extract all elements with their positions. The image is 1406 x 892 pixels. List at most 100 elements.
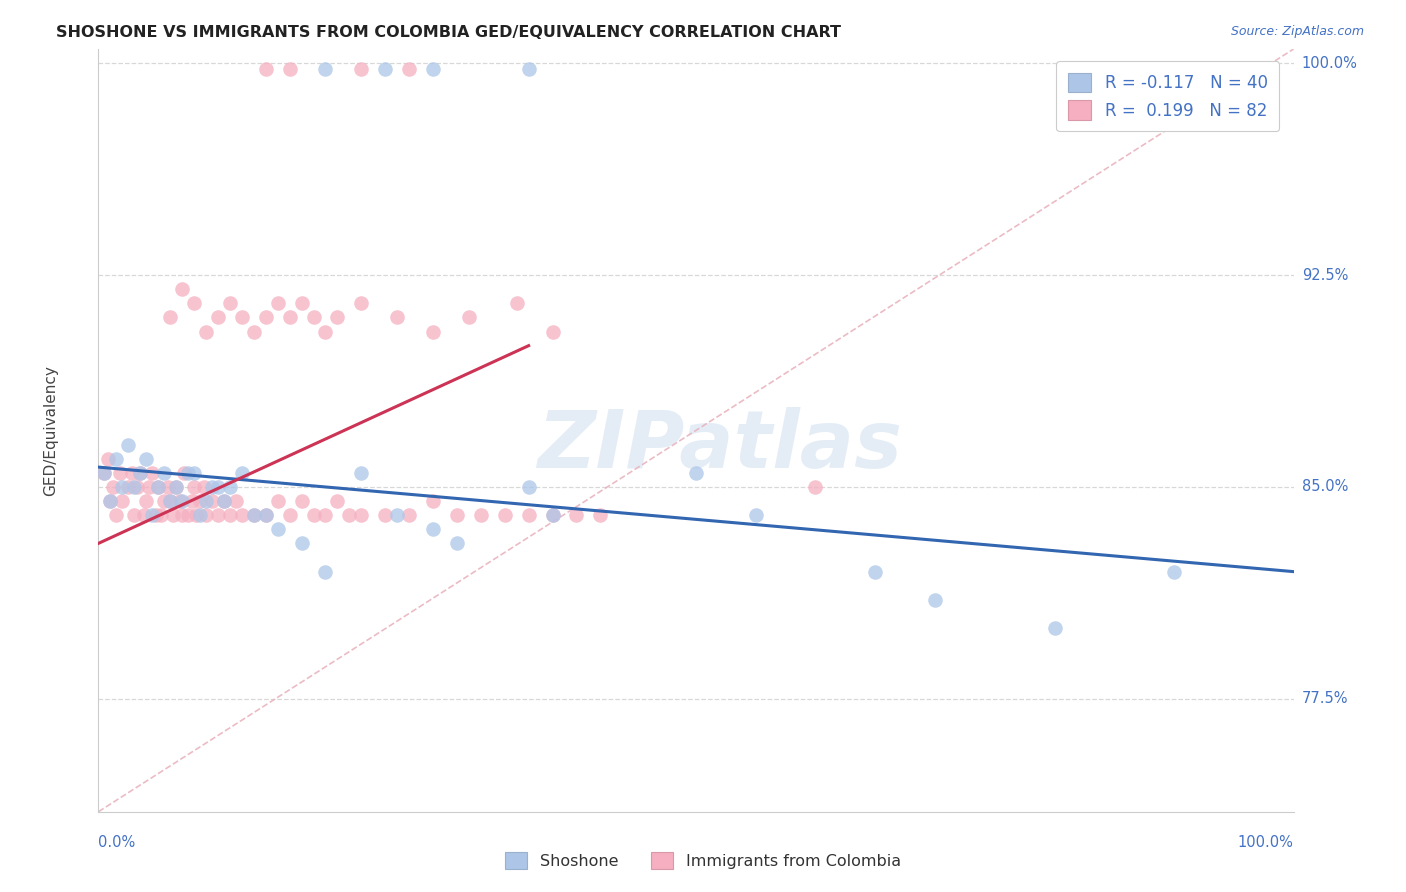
Point xyxy=(183,466,205,480)
Point xyxy=(350,62,373,76)
Point xyxy=(541,508,564,522)
Point xyxy=(207,310,229,325)
Point xyxy=(422,62,444,76)
Point xyxy=(173,466,195,480)
Point xyxy=(212,494,235,508)
Point xyxy=(188,494,211,508)
Point xyxy=(506,296,529,310)
Point xyxy=(290,296,312,310)
Point xyxy=(159,310,181,325)
Point xyxy=(458,310,481,325)
Legend: Shoshone, Immigrants from Colombia: Shoshone, Immigrants from Colombia xyxy=(499,846,907,875)
Point xyxy=(446,536,468,550)
Point xyxy=(180,494,202,508)
Point xyxy=(254,508,277,522)
Point xyxy=(541,508,564,522)
Point xyxy=(183,296,205,310)
Point xyxy=(117,480,139,494)
Point xyxy=(398,62,420,76)
Point xyxy=(315,508,337,522)
Point xyxy=(254,62,277,76)
Point xyxy=(129,466,152,480)
Point xyxy=(589,508,612,522)
Point xyxy=(231,310,253,325)
Point xyxy=(267,522,290,536)
Point xyxy=(278,508,301,522)
Point xyxy=(924,592,946,607)
Text: 77.5%: 77.5% xyxy=(1302,691,1348,706)
Point xyxy=(254,508,277,522)
Point xyxy=(685,466,707,480)
Point xyxy=(105,451,128,466)
Point xyxy=(177,508,200,522)
Point xyxy=(111,494,134,508)
Point xyxy=(565,508,588,522)
Point xyxy=(194,325,217,339)
Text: 100.0%: 100.0% xyxy=(1302,55,1358,70)
Point xyxy=(135,451,157,466)
Point xyxy=(132,508,155,522)
Point xyxy=(231,466,253,480)
Point xyxy=(219,480,242,494)
Point xyxy=(183,480,205,494)
Point xyxy=(315,565,337,579)
Point xyxy=(188,508,211,522)
Point xyxy=(129,466,152,480)
Text: ZIPatlas: ZIPatlas xyxy=(537,407,903,484)
Point xyxy=(745,508,768,522)
Point xyxy=(194,508,217,522)
Point xyxy=(149,508,172,522)
Point xyxy=(804,480,827,494)
Point xyxy=(121,466,143,480)
Point xyxy=(194,494,217,508)
Point xyxy=(385,508,409,522)
Point xyxy=(1043,621,1066,635)
Point xyxy=(98,494,122,508)
Point xyxy=(193,480,215,494)
Point xyxy=(315,325,337,339)
Point xyxy=(290,536,312,550)
Text: Source: ZipAtlas.com: Source: ZipAtlas.com xyxy=(1230,25,1364,38)
Point xyxy=(153,494,176,508)
Point xyxy=(201,494,224,508)
Point xyxy=(302,310,325,325)
Point xyxy=(1163,565,1185,579)
Point xyxy=(135,494,157,508)
Legend: R = -0.117   N = 40, R =  0.199   N = 82: R = -0.117 N = 40, R = 0.199 N = 82 xyxy=(1056,62,1279,131)
Point xyxy=(267,494,290,508)
Point xyxy=(517,508,540,522)
Point xyxy=(243,508,266,522)
Point xyxy=(494,508,516,522)
Point xyxy=(374,508,396,522)
Point xyxy=(105,508,128,522)
Point xyxy=(93,466,115,480)
Point xyxy=(337,508,360,522)
Point xyxy=(201,480,224,494)
Point xyxy=(219,296,242,310)
Text: 85.0%: 85.0% xyxy=(1302,479,1348,494)
Point xyxy=(350,508,373,522)
Point xyxy=(165,480,187,494)
Point xyxy=(159,494,181,508)
Point xyxy=(108,466,131,480)
Point xyxy=(385,310,409,325)
Point xyxy=(374,62,396,76)
Point xyxy=(446,508,468,522)
Point xyxy=(97,451,120,466)
Point xyxy=(350,466,373,480)
Point xyxy=(145,508,167,522)
Point xyxy=(422,522,444,536)
Point xyxy=(243,325,266,339)
Text: 0.0%: 0.0% xyxy=(98,835,135,849)
Point xyxy=(138,480,160,494)
Point xyxy=(125,480,148,494)
Point xyxy=(124,480,146,494)
Point xyxy=(207,480,229,494)
Point xyxy=(172,282,194,296)
Point xyxy=(117,437,139,451)
Point xyxy=(186,508,208,522)
Point xyxy=(207,508,229,522)
Point xyxy=(101,480,124,494)
Point xyxy=(148,480,170,494)
Point xyxy=(162,508,184,522)
